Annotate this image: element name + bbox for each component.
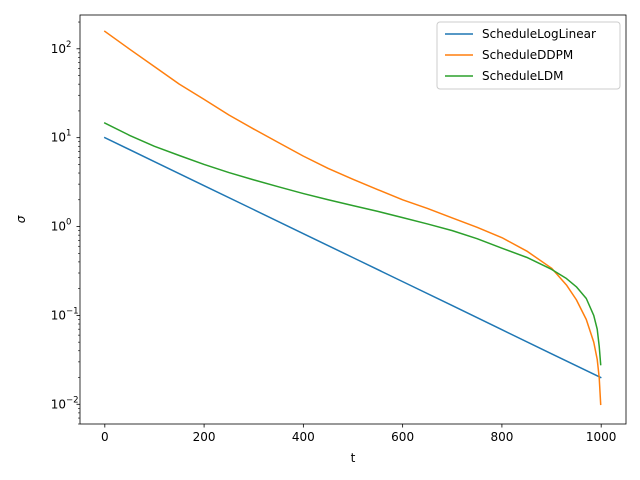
y-tick-label: 10	[51, 308, 66, 322]
x-tick-label: 800	[490, 430, 513, 444]
y-tick-exponent: −1	[66, 306, 79, 316]
plot-area	[103, 30, 602, 406]
y-axis-label: σ	[14, 215, 28, 223]
series-line-ScheduleLogLinear	[103, 136, 602, 379]
legend-box	[436, 21, 621, 90]
series-line-ScheduleLDM	[103, 122, 602, 366]
x-tick-label: 1000	[586, 430, 617, 444]
y-tick-exponent: 1	[66, 129, 71, 139]
x-axis-label: t	[351, 451, 356, 465]
legend-label: ScheduleLDM	[482, 69, 563, 83]
y-tick-label: 10	[51, 220, 66, 234]
y-tick-exponent: −2	[66, 395, 79, 405]
axes	[79, 14, 627, 425]
legend-label: ScheduleDDPM	[482, 48, 573, 62]
x-tick-label: 600	[391, 430, 414, 444]
y-tick-exponent: 0	[66, 218, 71, 228]
y-tick-label: 10	[51, 397, 66, 411]
axes-frame	[79, 14, 627, 425]
series-line-ScheduleDDPM	[103, 30, 602, 406]
y-tick-exponent: 2	[66, 40, 71, 50]
y-tick-label: 10	[51, 131, 66, 145]
legend: ScheduleLogLinear ScheduleDDPM ScheduleLDM	[436, 21, 621, 90]
y-tick-label: 10	[51, 42, 66, 56]
legend-label: ScheduleLogLinear	[482, 27, 596, 41]
x-tick-label: 0	[101, 430, 109, 444]
x-tick-label: 200	[193, 430, 216, 444]
x-tick-label: 400	[292, 430, 315, 444]
